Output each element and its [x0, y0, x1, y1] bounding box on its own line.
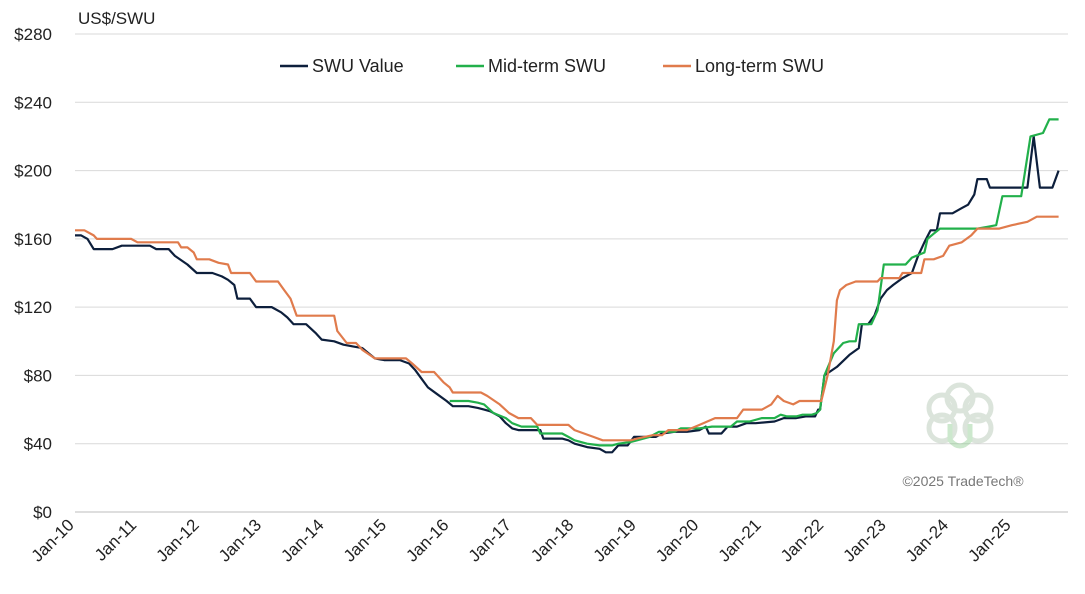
x-tick-label: Jan-20 [652, 515, 702, 565]
x-tick-label: Jan-25 [964, 515, 1014, 565]
y-axis: $0 $40 $80 $120 $160 $200 $240 $280 [14, 25, 52, 522]
legend-label-swu-value: SWU Value [312, 56, 404, 76]
x-tick-label: Jan-14 [277, 515, 327, 565]
series-line-swu-value [75, 135, 1060, 454]
x-tick-label: Jan-23 [840, 515, 890, 565]
x-tick-label: Jan-10 [28, 515, 78, 565]
y-tick-label: $200 [14, 162, 52, 181]
y-axis-label: US$/SWU [78, 9, 155, 28]
series-line-long-term-swu [75, 215, 1059, 442]
x-tick-label: Jan-18 [527, 515, 577, 565]
legend-label-long-term-swu: Long-term SWU [695, 56, 824, 76]
x-tick-label: Jan-17 [465, 515, 515, 565]
x-tick-label: Jan-15 [340, 515, 390, 565]
y-tick-label: $40 [24, 435, 52, 454]
x-tick-label: Jan-16 [402, 515, 452, 565]
x-tick-label: Jan-24 [902, 515, 952, 565]
y-tick-label: $240 [14, 93, 52, 112]
legend: SWU Value Mid-term SWU Long-term SWU [280, 56, 824, 76]
x-tick-label: Jan-19 [590, 515, 640, 565]
x-axis: Jan-10 Jan-11 Jan-12 Jan-13 Jan-14 Jan-15 Jan-… [28, 515, 1015, 565]
x-tick-label: Jan-12 [153, 515, 203, 565]
series-group [75, 118, 1060, 454]
y-tick-label: $120 [14, 298, 52, 317]
x-tick-label: Jan-13 [215, 515, 265, 565]
legend-label-mid-term-swu: Mid-term SWU [488, 56, 606, 76]
x-tick-label: Jan-11 [91, 515, 140, 564]
y-tick-label: $280 [14, 25, 52, 44]
x-tick-label: Jan-22 [777, 515, 827, 565]
y-tick-label: $80 [24, 366, 52, 385]
y-tick-label: $160 [14, 230, 52, 249]
series-line-mid-term-swu [449, 118, 1059, 447]
gridlines [75, 33, 1068, 513]
y-tick-label: $0 [33, 503, 52, 522]
tradetech-logo [926, 382, 994, 449]
copyright-text: ©2025 TradeTech® [902, 473, 1024, 489]
x-tick-label: Jan-21 [715, 515, 765, 565]
